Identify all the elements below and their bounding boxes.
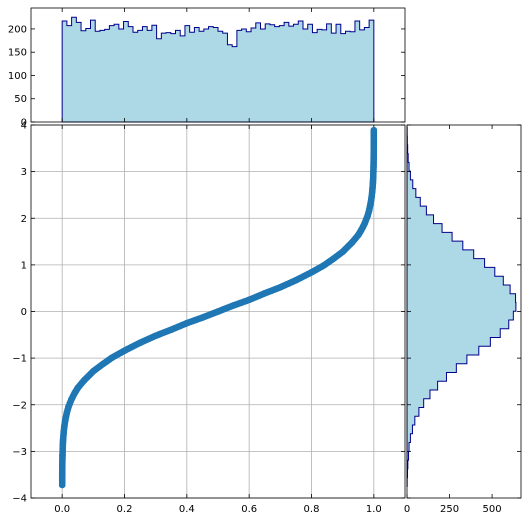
top-y-tick-label: 0 — [21, 118, 27, 129]
x-tick-label: 0.8 — [304, 504, 320, 515]
y-tick-label: −3 — [12, 447, 27, 458]
top-y-tick-label: 100 — [8, 71, 27, 82]
scatter-point — [61, 416, 69, 424]
scatter-point — [365, 207, 373, 214]
scatter-point — [58, 481, 66, 489]
y-tick-label: 2 — [21, 214, 27, 225]
scatter-point — [358, 226, 365, 234]
right-hist-frame — [406, 124, 522, 499]
scatter-point — [370, 164, 377, 171]
scatter-point — [369, 173, 377, 181]
x-tick-label: 0.0 — [54, 504, 70, 515]
right-x-tick-label: 250 — [440, 504, 459, 515]
scatter-point — [59, 442, 67, 450]
scatter-point — [71, 389, 78, 397]
scatter-point — [308, 269, 315, 276]
scatter-point — [61, 422, 68, 430]
scatter-point — [59, 452, 66, 459]
scatter-point — [369, 179, 377, 187]
scatter-point — [199, 314, 206, 321]
top-y-tick-label: 50 — [14, 94, 27, 105]
top-histogram-panel: 0 50 100 150 200 — [8, 7, 406, 129]
y-tick-label: 4 — [21, 121, 27, 132]
scatter-point — [60, 428, 68, 436]
y-tick-label: 1 — [21, 260, 27, 271]
y-tick-label: 0 — [21, 307, 27, 318]
scatter-point — [370, 143, 378, 150]
scatter-point — [292, 276, 300, 284]
scatter-point — [74, 384, 82, 392]
scatter-points — [58, 126, 378, 489]
x-tick-label: 0.6 — [241, 504, 257, 515]
scatter-point — [136, 339, 144, 347]
scatter-point — [354, 231, 362, 239]
scatter-point — [339, 248, 346, 256]
scatter-point — [370, 126, 378, 134]
top-histogram-bars — [61, 16, 375, 123]
scatter-point — [348, 239, 356, 246]
scatter-point — [368, 193, 375, 201]
scatter-point — [58, 473, 66, 480]
scatter-point — [108, 354, 116, 361]
top-y-tick-label: 150 — [8, 48, 27, 59]
scatter-point — [320, 262, 328, 269]
scatter-point — [167, 326, 175, 333]
y-tick-label: −2 — [12, 400, 27, 411]
y-tick-label: −4 — [12, 494, 27, 505]
scatter-point — [245, 296, 253, 304]
scatter-point — [68, 395, 75, 403]
right-histogram-bars — [406, 126, 517, 487]
scatter-point — [63, 409, 71, 416]
scatter-point — [59, 461, 66, 469]
scatter-point — [121, 347, 128, 354]
right-histogram-panel: 0 250 500 — [404, 124, 522, 515]
scatter-point — [214, 308, 222, 315]
scatter-point — [230, 302, 237, 309]
top-y-tick-label: 200 — [8, 24, 27, 35]
right-x-tick-label: 500 — [483, 504, 502, 515]
top-hist-frame — [30, 7, 406, 123]
scatter-point — [361, 220, 368, 228]
scatter-point — [261, 290, 269, 297]
scatter-point — [367, 199, 375, 207]
x-tick-label: 0.4 — [179, 504, 195, 515]
scatter-frame — [30, 124, 406, 499]
scatter-point — [80, 377, 88, 384]
y-tick-label: 3 — [21, 167, 27, 178]
scatter-point — [65, 403, 72, 411]
scatter-panel: 0.0 0.2 0.4 0.6 0.8 1.0 −4 −3 −2 −1 0 1 2 3 4 — [12, 121, 406, 515]
x-tick-label: 1.0 — [366, 504, 382, 515]
scatter-point — [99, 360, 106, 368]
right-x-tick-label: 0 — [404, 504, 410, 515]
scatter-point — [277, 283, 284, 291]
scatter-point — [59, 436, 67, 444]
scatter-point — [152, 332, 159, 340]
scatter-point — [330, 255, 337, 263]
y-tick-label: −1 — [12, 354, 27, 365]
scatter-point — [370, 134, 378, 142]
scatter-point — [364, 212, 371, 220]
scatter-point — [370, 154, 377, 162]
scatter-point — [90, 367, 97, 375]
scatter-point — [368, 187, 376, 195]
scatter-point — [183, 319, 191, 327]
x-tick-label: 0.2 — [117, 504, 133, 515]
